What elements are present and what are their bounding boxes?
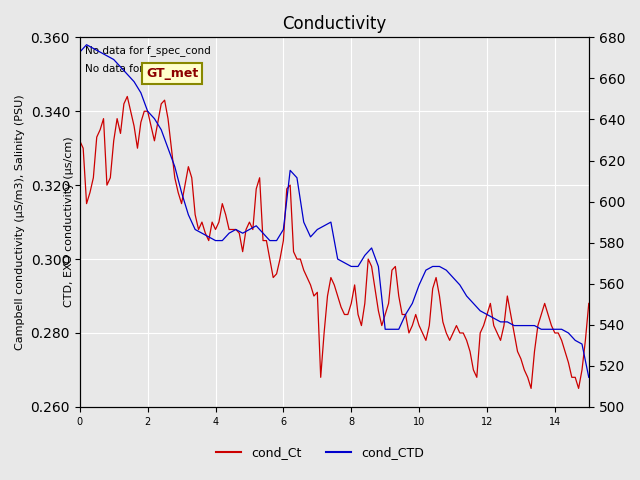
Text: No data for f_Sal_EXO: No data for f_Sal_EXO: [85, 63, 198, 74]
Legend: cond_Ct, cond_CTD: cond_Ct, cond_CTD: [211, 441, 429, 464]
cond_Ct: [259, 238, 267, 243]
cond_CTD: [585, 374, 593, 380]
cond_CTD: [422, 267, 429, 273]
Y-axis label: CTD, EXO conductivity (μs/cm): CTD, EXO conductivity (μs/cm): [64, 137, 74, 307]
cond_CTD: [83, 42, 90, 48]
cond_CTD: [130, 79, 138, 84]
cond_Ct: [388, 267, 396, 273]
Text: GT_met: GT_met: [146, 67, 198, 80]
cond_Ct: [582, 337, 589, 343]
cond_CTD: [348, 264, 355, 269]
cond_Ct: [76, 138, 84, 144]
cond_CTD: [408, 300, 416, 306]
cond_Ct: [327, 275, 335, 280]
Title: Conductivity: Conductivity: [282, 15, 387, 33]
Line: cond_Ct: cond_Ct: [80, 96, 589, 388]
cond_CTD: [490, 315, 498, 321]
Text: No data for f_spec_cond: No data for f_spec_cond: [85, 45, 211, 56]
cond_Ct: [124, 94, 131, 99]
Y-axis label: Campbell conductivity (μS/m3), Salinity (PSU): Campbell conductivity (μS/m3), Salinity …: [15, 94, 25, 350]
cond_Ct: [436, 293, 444, 299]
cond_Ct: [527, 385, 535, 391]
Line: cond_CTD: cond_CTD: [80, 45, 589, 377]
cond_Ct: [402, 312, 410, 317]
cond_CTD: [76, 49, 84, 55]
cond_Ct: [585, 300, 593, 306]
cond_CTD: [259, 230, 267, 236]
